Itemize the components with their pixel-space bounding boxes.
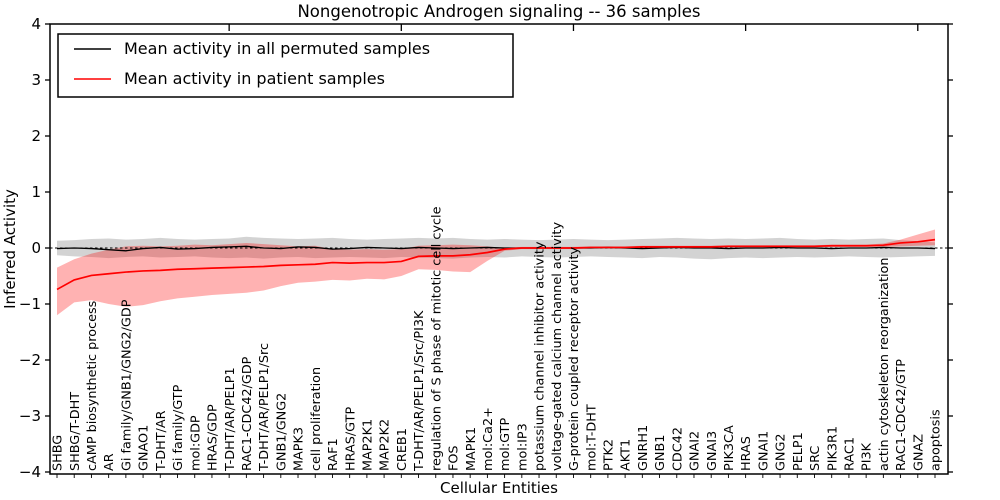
x-tick-label: T-DHT/AR/PELP1 [223, 367, 238, 472]
y-tick-label: 3 [31, 71, 41, 89]
x-tick-label: GNB1/GNG2 [274, 393, 289, 471]
x-tick-label: RAF1 [326, 438, 341, 471]
y-tick-label: 2 [31, 127, 41, 145]
x-tick-label: voltage-gated calcium channel activity [550, 222, 565, 471]
x-tick-label: GNAI2 [688, 431, 703, 471]
x-tick-label: T-DHT/AR/PELP1/Src/PI3K [412, 310, 427, 472]
x-tick-label: PIK3R1 [825, 426, 840, 471]
x-tick-label: SHBG [51, 435, 66, 471]
x-tick-label: GNB1 [653, 435, 668, 471]
x-tick-label: MAPK3 [292, 427, 307, 471]
chart-title: Nongenotropic Androgen signaling -- 36 s… [297, 2, 700, 21]
x-tick-label: G-protein coupled receptor activity [567, 247, 582, 471]
x-tick-label: mol:T-DHT [584, 404, 599, 471]
x-tick-label: potassium channel inhibitor activity [533, 241, 548, 471]
x-tick-label: MAP2K1 [360, 419, 375, 471]
x-tick-label: mol:GTP [498, 418, 513, 471]
x-tick-label: MAPK1 [464, 427, 479, 471]
x-tick-label: RAC1 [843, 437, 858, 471]
x-tick-label: RAC1-CDC42/GTP [894, 359, 909, 471]
x-tick-label: PELP1 [791, 432, 806, 471]
x-tick-label: RAC1-CDC42/GDP [240, 356, 255, 471]
x-tick-label: SRC [808, 446, 823, 471]
x-tick-label: CDC42 [670, 427, 685, 471]
y-axis-label: Inferred Activity [1, 189, 19, 309]
x-tick-label: HRAS/GDP [206, 404, 221, 471]
x-tick-label: Gi family/GNB1/GNG2/GDP [119, 299, 134, 471]
x-tick-label: HRAS [739, 436, 754, 471]
x-tick-label: AR [102, 453, 117, 471]
legend: Mean activity in all permuted samples Me… [57, 33, 514, 98]
x-tick-label: GNAI3 [705, 431, 720, 471]
plot-border [49, 23, 949, 475]
x-tick-label: mol:Ca2+ [481, 407, 496, 471]
x-tick-label: PIK3CA [722, 425, 737, 471]
x-tick-label: HRAS/GTP [343, 407, 358, 471]
x-tick-label: AKT1 [619, 439, 634, 471]
x-tick-label: T-DHT/AR/PELP1/Src [257, 343, 272, 472]
x-tick-label: GNG2 [774, 433, 789, 471]
x-tick-label: cell proliferation [309, 367, 324, 471]
x-tick-label: T-DHT/AR [154, 410, 169, 472]
x-tick-label: SHBG/T-DHT [68, 392, 83, 471]
y-tick-label: 4 [31, 15, 41, 33]
x-tick-label: MAP2K2 [378, 419, 393, 471]
mean-line-patient [56, 238, 936, 291]
confidence-band-patient [57, 229, 935, 316]
plot-area: −4 −3 −2 −1 0 1 2 3 4 SHBG SHBG/T-DHT cAMP biosynth… [19, 15, 953, 481]
x-tick-label: GNAZ [911, 434, 926, 471]
x-tick-label: GNAO1 [137, 425, 152, 471]
x-tick-label: mol:IP3 [515, 423, 530, 471]
x-tick-label: cAMP biosynthetic process [85, 300, 100, 471]
x-tick-label: CREB1 [395, 428, 410, 471]
x-tick-label: regulation of S phase of mitotic cell cy… [429, 206, 444, 471]
x-tick-label: GNAI1 [756, 431, 771, 471]
y-tick-label: −2 [19, 351, 41, 369]
y-tick-label: 0 [31, 239, 41, 257]
legend-label-permuted: Mean activity in all permuted samples [124, 39, 430, 58]
x-tick-label: Gi family/GTP [171, 384, 186, 471]
y-tick-label: 1 [31, 183, 41, 201]
x-tick-label: GNRH1 [636, 425, 651, 471]
y-tick-label: −1 [19, 295, 41, 313]
legend-label-patient: Mean activity in patient samples [124, 69, 385, 88]
x-tick-label: PTK2 [602, 439, 617, 471]
x-tick-label: mol:GDP [188, 415, 203, 471]
x-axis-label: Cellular Entities [440, 479, 558, 497]
x-tick-label: PI3K [860, 442, 875, 471]
x-tick-label: apoptosis [929, 409, 944, 471]
y-tick-label: −4 [19, 463, 41, 481]
y-tick-label: −3 [19, 407, 41, 425]
legend-box [57, 33, 514, 98]
x-tick-label: FOS [447, 445, 462, 471]
x-tick-label: actin cytoskeleton reorganization [877, 258, 892, 471]
